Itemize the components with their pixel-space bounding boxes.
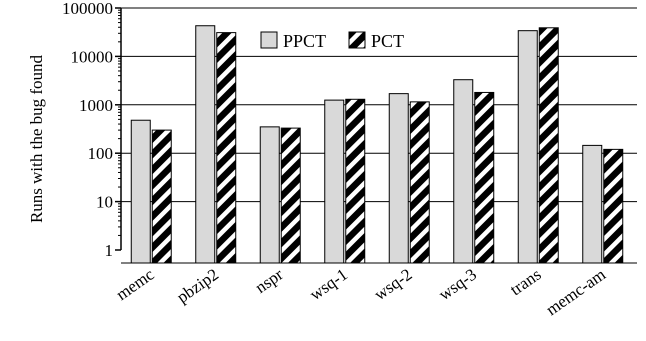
bar-pct-nspr: [280, 127, 301, 264]
x-tick-label-pbzip2: pbzip2: [173, 265, 222, 307]
y-tick-label-10000: 10000: [71, 47, 114, 66]
bar-ppct-trans: [517, 30, 538, 264]
legend: PPCT PCT: [260, 31, 404, 51]
bar-pct-pbzip2: [216, 32, 237, 264]
bar-ppct-wsq-3: [453, 79, 474, 264]
x-tick-label-trans: trans: [507, 265, 545, 300]
x-tick-label-memc: memc: [113, 264, 158, 304]
bar-ppct-nspr: [259, 126, 280, 264]
y-tick-label-100: 100: [88, 144, 114, 163]
x-tick-label-nspr: nspr: [252, 265, 287, 298]
axes: [115, 7, 637, 264]
x-tick-label-wsq-1: wsq-1: [306, 265, 351, 304]
legend-label-pct: PCT: [371, 31, 404, 51]
bar-pct-wsq-3: [474, 91, 495, 264]
bar-ppct-wsq-2: [388, 93, 409, 264]
bar-pct-memc-am: [603, 148, 624, 264]
y-tick-label-10: 10: [96, 193, 113, 212]
x-tick-label-wsq-3: wsq-3: [435, 265, 480, 304]
y-tick-label-1: 1: [105, 241, 114, 260]
bar-pct-memc: [151, 129, 172, 264]
legend-swatch-ppct: [260, 31, 278, 49]
bar-ppct-pbzip2: [195, 25, 216, 264]
bar-pct-wsq-2: [409, 101, 430, 264]
y-axis-label: Runs with the bug found: [27, 54, 46, 223]
bar-pct-wsq-1: [345, 98, 366, 264]
bar-ppct-wsq-1: [324, 99, 345, 264]
legend-swatch-pct: [348, 31, 366, 49]
legend-label-ppct: PPCT: [283, 31, 326, 51]
bar-ppct-memc: [130, 119, 151, 264]
x-tick-label-wsq-2: wsq-2: [371, 265, 416, 304]
bar-pct-trans: [538, 27, 559, 264]
y-tick-label-1000: 1000: [79, 96, 113, 115]
y-tick-label-100000: 100000: [62, 0, 113, 18]
bars: [130, 25, 624, 264]
bar-ppct-memc-am: [582, 144, 603, 264]
x-tick-label-memc-am: memc-am: [542, 265, 609, 320]
